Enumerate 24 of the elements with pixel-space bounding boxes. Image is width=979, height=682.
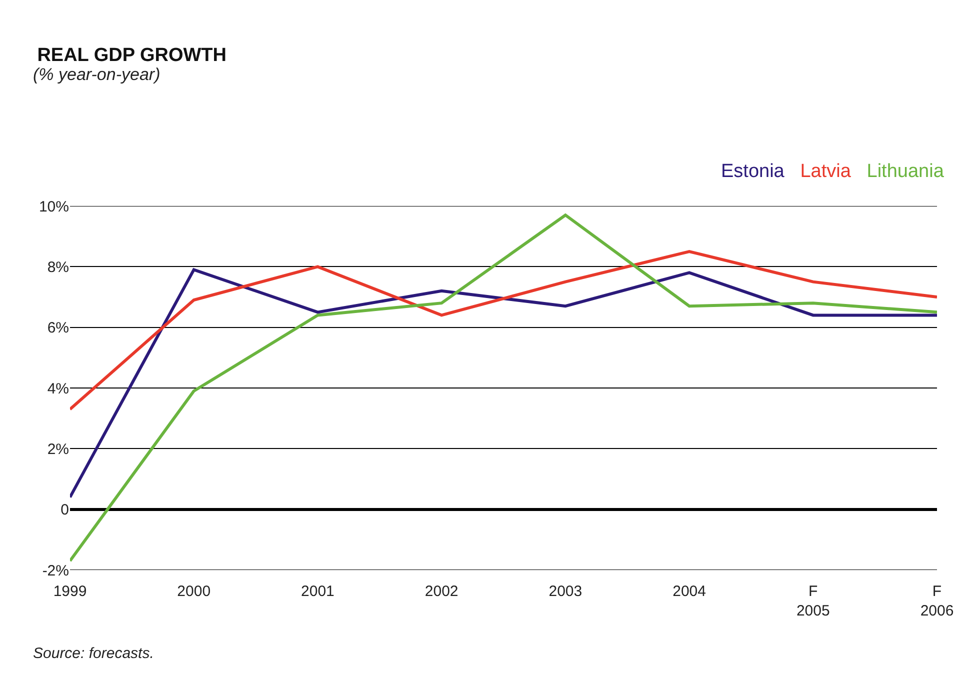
x-tick-label: 2003 (548, 583, 582, 600)
line-series (70, 214, 937, 562)
x-tick-label: 2002 (424, 583, 458, 600)
text: Lithuania (866, 161, 944, 182)
x-tick-label: F 2005 (796, 583, 830, 620)
y-tick-label: 6% (47, 320, 69, 337)
y-tick-label: 8% (47, 258, 69, 276)
x-tick-label: 2004 (672, 583, 706, 600)
chart-title: REAL GDP GROWTH (37, 45, 227, 66)
text: Estonia (721, 161, 785, 182)
chart-subtitle: (% year-on-year) (33, 65, 160, 84)
y-tick-label: 2% (47, 440, 69, 458)
x-tick-label: 2000 (177, 583, 211, 600)
y-tick-label: 4% (47, 380, 69, 398)
x-tick-label: 1999 (53, 583, 87, 600)
line-series (70, 268, 937, 499)
y-tick-label: -2% (42, 562, 69, 580)
x-tick-label: F 2006 (920, 583, 954, 620)
y-tick-label: 0 (60, 502, 69, 519)
x-tick-label: 2001 (301, 583, 334, 600)
y-tick-label: 10% (38, 198, 69, 216)
source-note: Source: forecasts. (33, 645, 154, 662)
text: Latvia (800, 161, 852, 182)
line-series (70, 250, 937, 411)
